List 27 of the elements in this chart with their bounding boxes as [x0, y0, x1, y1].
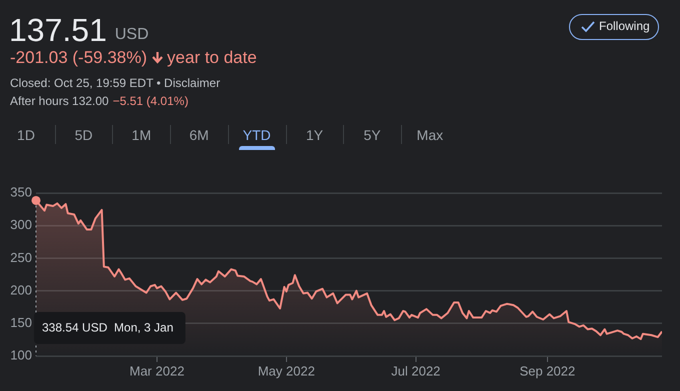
text: Closed: Oct 25, 19:59 EDT • Disclaimer	[10, 76, 220, 90]
x-tick-label: Mar 2022	[129, 363, 184, 378]
text: 6M	[189, 127, 209, 143]
text: 5D	[74, 127, 93, 143]
text: -201.03 (-59.38%)	[10, 48, 148, 68]
y-tick-label: 150	[10, 314, 32, 330]
annotation: 338.54 USD Mon, 3 Jan	[42, 320, 174, 334]
y-tick-label: 200	[10, 282, 32, 298]
chart-subtitle: USD	[114, 26, 149, 44]
chart-title: 137.51	[9, 12, 107, 49]
text: year to date	[167, 48, 257, 68]
x-tick-label: May 2022	[258, 363, 315, 378]
text: Max	[416, 127, 444, 143]
text: 5Y	[364, 127, 381, 143]
y-tick-label: 100	[10, 348, 32, 363]
text: YTD	[242, 127, 271, 143]
y-tick-label: 250	[10, 250, 32, 265]
text: 1Y	[306, 127, 324, 143]
text: After hours 132.00	[10, 94, 109, 108]
text: 1M	[132, 127, 152, 143]
y-tick-label: 350	[10, 184, 32, 200]
y-tick-label: 300	[10, 217, 32, 232]
text: 1D	[17, 127, 35, 143]
x-tick-label: Sep 2022	[520, 363, 576, 378]
text: Following	[599, 19, 650, 33]
text: −5.51 (4.01%)	[112, 94, 188, 108]
x-tick-label: Jul 2022	[391, 363, 440, 378]
